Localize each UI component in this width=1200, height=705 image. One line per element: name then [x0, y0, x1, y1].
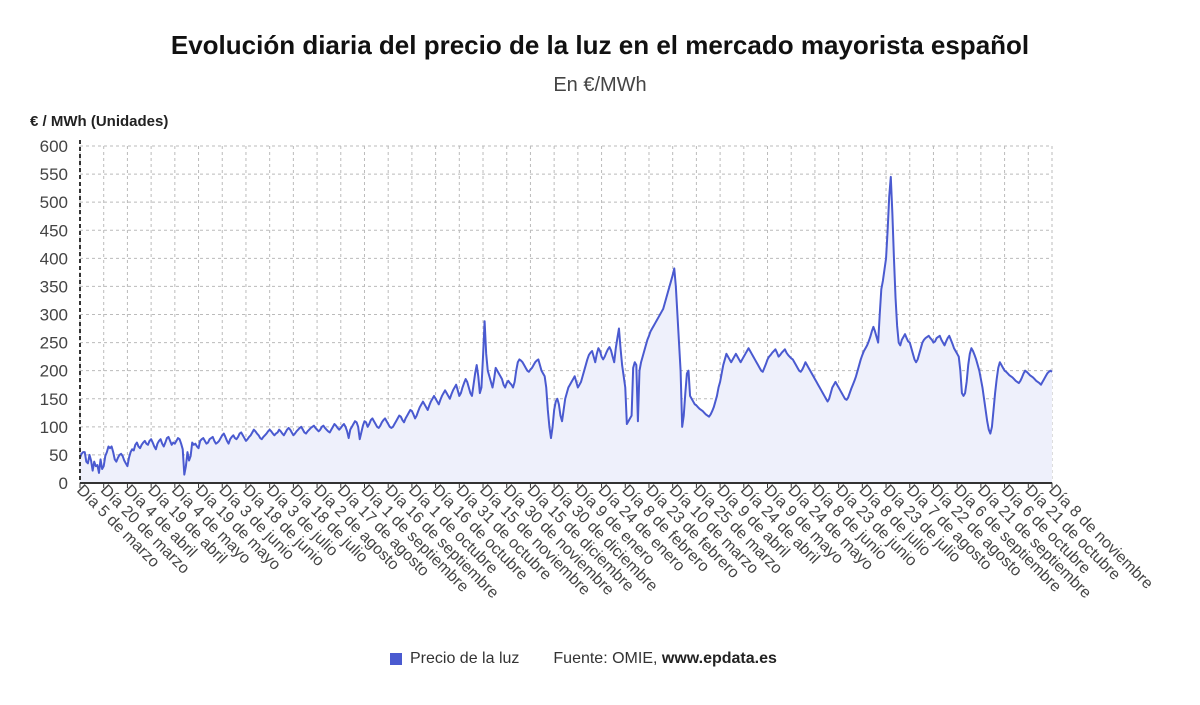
y-tick-label: 300 — [40, 306, 68, 325]
source-prefix: Fuente: OMIE, — [553, 650, 658, 667]
y-tick-label: 500 — [40, 193, 68, 212]
chart-subtitle: En €/MWh — [553, 74, 647, 96]
y-tick-label: 400 — [40, 249, 68, 268]
y-tick-label: 450 — [40, 221, 68, 240]
y-tick-label: 0 — [59, 474, 68, 493]
y-tick-label: 600 — [40, 137, 68, 156]
y-tick-label: 550 — [40, 165, 68, 184]
legend-swatch — [390, 653, 402, 665]
chart-title: Evolución diaria del precio de la luz en… — [170, 30, 1030, 60]
source-note: Fuente: OMIE, www.epdata.es — [553, 650, 777, 668]
legend: Precio de la luz Fuente: OMIE, www.epdat… — [390, 650, 777, 668]
y-tick-label: 350 — [40, 277, 68, 296]
legend-series-label: Precio de la luz — [410, 650, 520, 667]
source-site: www.epdata.es — [661, 650, 777, 667]
y-tick-label: 250 — [40, 334, 68, 353]
y-tick-label: 200 — [40, 362, 68, 381]
y-tick-label: 50 — [49, 446, 68, 465]
price-area-chart: 050100150200250300350400450500550600Día … — [40, 137, 1156, 602]
price-area-fill — [80, 176, 1052, 483]
y-tick-label: 150 — [40, 390, 68, 409]
y-tick-label: 100 — [40, 418, 68, 437]
y-axis-unit-label: € / MWh (Unidades) — [30, 113, 169, 130]
price-series-line — [79, 175, 1053, 476]
